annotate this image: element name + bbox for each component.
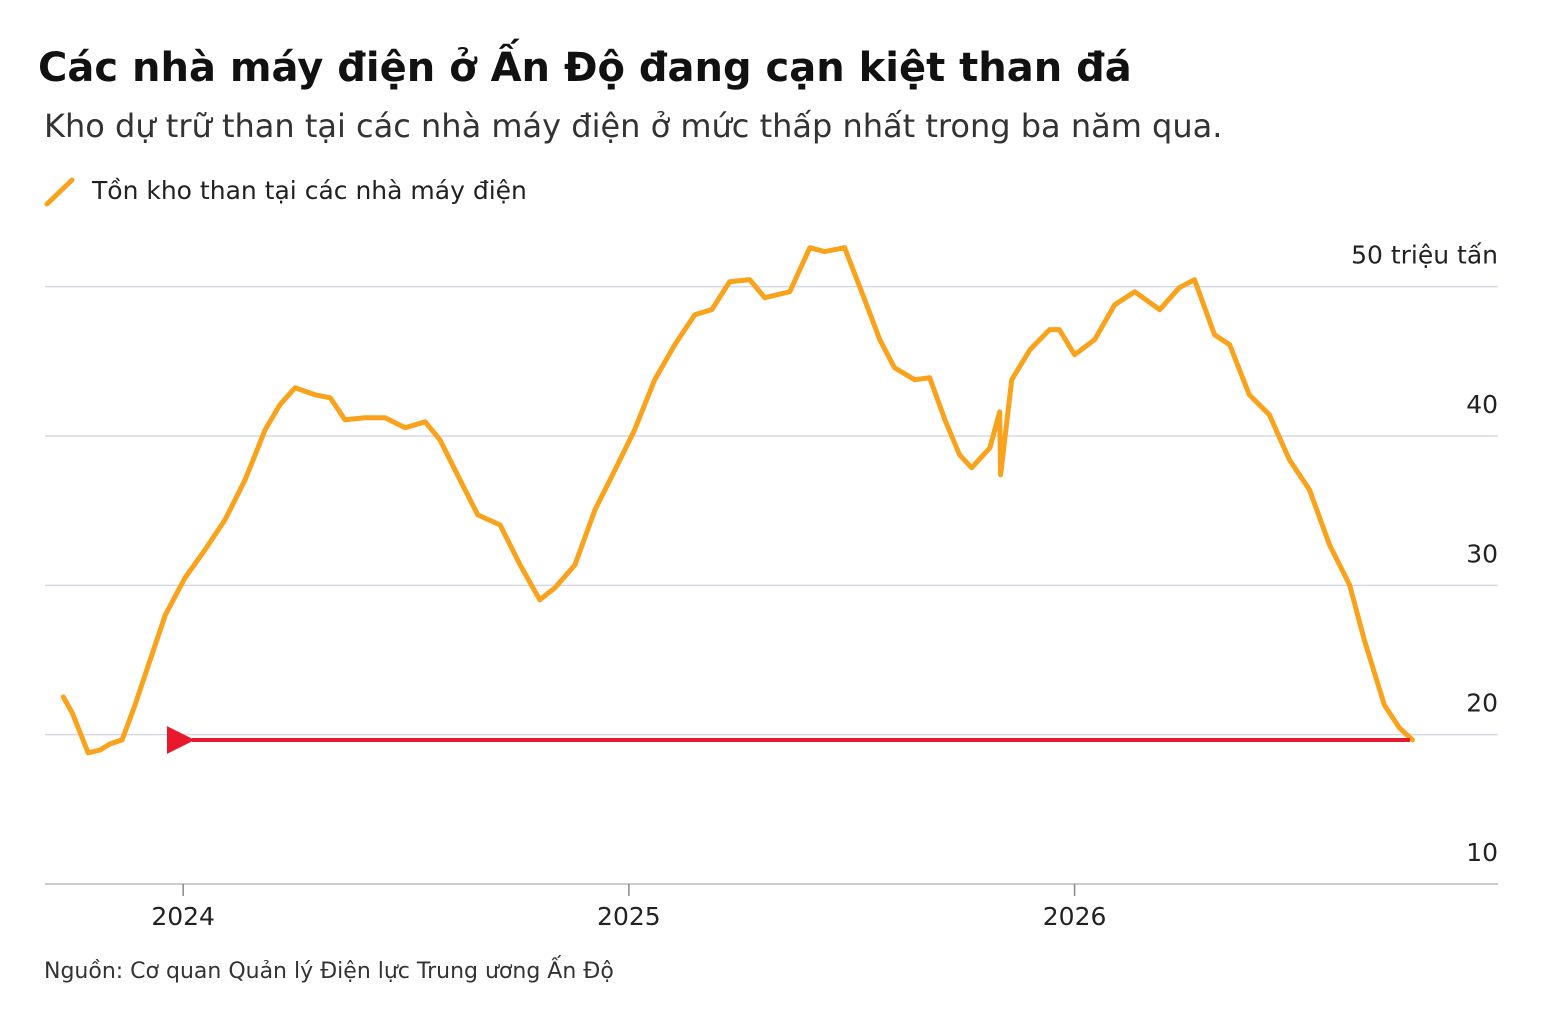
source: Nguồn: Cơ quan Quản lý Điện lực Trung ươ… (44, 956, 614, 984)
y-tick-label: 50 triệu tấn (1351, 241, 1498, 270)
legend-label: Tồn kho than tại các nhà máy điện (91, 176, 527, 205)
y-tick-label: 40 (1466, 390, 1498, 419)
x-tick-label: 2025 (597, 902, 661, 931)
data-line (60, 245, 1415, 756)
x-tick-label: 2024 (151, 902, 215, 931)
chart-title: Các nhà máy điện ở Ấn Độ đang cạn kiệt t… (38, 37, 1132, 91)
y-tick-label: 30 (1466, 539, 1498, 568)
y-tick-label: 10 (1466, 838, 1498, 867)
legend-swatch (44, 177, 75, 207)
plot: 10 20 30 40 50 triệu tấn 2024 2025 2026 (45, 241, 1498, 931)
x-tick-label: 2026 (1043, 902, 1107, 931)
y-tick-label: 20 (1466, 689, 1498, 718)
chart-subtitle: Kho dự trữ than tại các nhà máy điện ở m… (44, 107, 1222, 145)
